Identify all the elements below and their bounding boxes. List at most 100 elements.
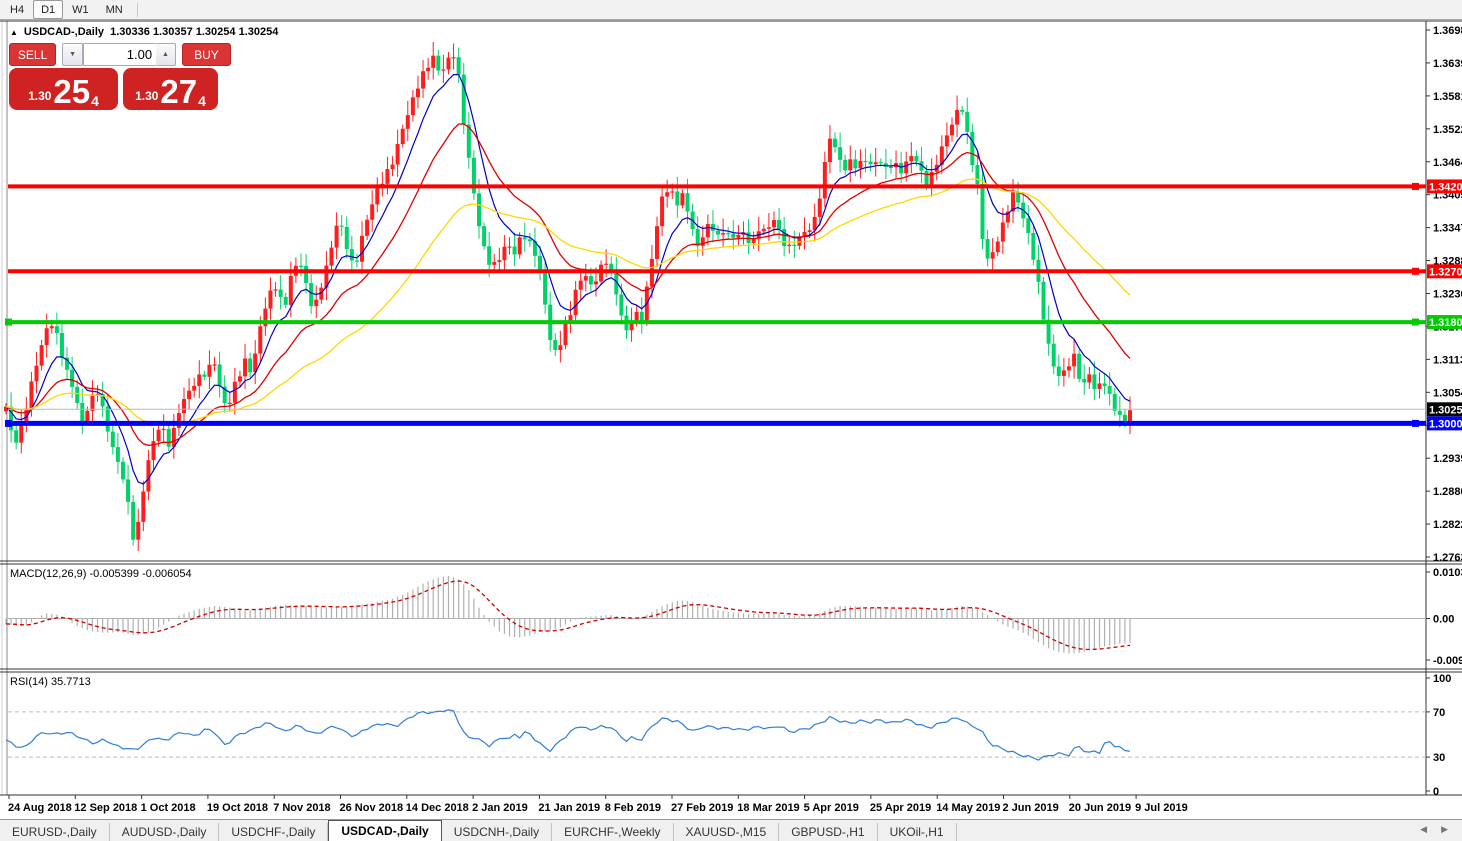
svg-text:0.00: 0.00	[1433, 613, 1454, 625]
chart-title-quotes: 1.30336 1.30357 1.30254 1.30254	[110, 26, 279, 38]
svg-text:0: 0	[1433, 786, 1439, 798]
svg-text:0.010311: 0.010311	[1433, 567, 1462, 579]
svg-text:1.29390: 1.29390	[1433, 453, 1462, 465]
chart-title: ▲ USDCAD-,Daily 1.30336 1.30357 1.30254 1…	[10, 26, 278, 38]
volume-decrease-button[interactable]: ▼	[62, 43, 84, 66]
chart-title-symbol: USDCAD-,Daily	[23, 26, 104, 38]
tab-scroll-left-icon[interactable]: ◀	[1420, 824, 1428, 834]
svg-text:1.36980: 1.36980	[1433, 25, 1462, 37]
svg-text:25 Apr 2019: 25 Apr 2019	[870, 802, 931, 814]
chart-frame	[0, 20, 1462, 841]
svg-text:1.35225: 1.35225	[1433, 124, 1462, 136]
rsi-axis: 100 70 30 0	[1426, 673, 1451, 798]
svg-text:26 Nov 2018: 26 Nov 2018	[340, 802, 404, 814]
collapse-triangle-icon[interactable]: ▲	[10, 28, 18, 37]
svg-text:1.30545: 1.30545	[1433, 387, 1462, 399]
svg-text:30: 30	[1433, 752, 1445, 764]
rsi-pane[interactable]	[5, 709, 1426, 761]
tab-eurusd-daily[interactable]: EURUSD-,Daily	[0, 823, 110, 841]
hline-1.32701[interactable]	[8, 267, 1426, 275]
tab-gbpusd-h1[interactable]: GBPUSD-,H1	[779, 823, 878, 841]
tab-audusd-daily[interactable]: AUDUSD-,Daily	[110, 823, 220, 841]
tab-ukoil-h1[interactable]: UKOil-,H1	[878, 823, 957, 841]
svg-text:7 Nov 2018: 7 Nov 2018	[273, 802, 330, 814]
hline-1.34206[interactable]	[8, 182, 1426, 190]
tab-scroll-right-icon[interactable]: ▶	[1441, 824, 1448, 834]
tab-scroll-arrows: ◀ ▶	[1420, 824, 1448, 835]
tab-xauusd-m15[interactable]: XAUUSD-,M15	[674, 823, 780, 841]
svg-text:70: 70	[1433, 707, 1445, 719]
timeframe-button-w1[interactable]: W1	[72, 3, 89, 16]
rsi-label: RSI(14) 35.7713	[10, 676, 91, 688]
price-badge-1.30254: 1.30254	[1427, 402, 1462, 417]
tab-eurchf-weekly[interactable]: EURCHF-,Weekly	[552, 823, 674, 841]
svg-text:1.27635: 1.27635	[1433, 552, 1462, 564]
price-badge-1.34206: 1.34206	[1427, 179, 1462, 194]
svg-text:1.28805: 1.28805	[1433, 486, 1462, 498]
hline-1.31801[interactable]	[5, 318, 1426, 326]
tab-usdchf-daily[interactable]: USDCHF-,Daily	[219, 823, 329, 841]
svg-text:1.35810: 1.35810	[1433, 91, 1462, 103]
svg-text:21 Jan 2019: 21 Jan 2019	[538, 802, 600, 814]
chart-tab-bar: EURUSD-,Daily AUDUSD-,Daily USDCHF-,Daily U…	[0, 819, 1462, 841]
svg-text:1.28220: 1.28220	[1433, 519, 1462, 531]
hline-1.30004[interactable]	[5, 419, 1426, 427]
buy-price-small: 1.30	[135, 89, 159, 103]
svg-text:1 Oct 2018: 1 Oct 2018	[141, 802, 196, 814]
sell-button[interactable]: SELL	[9, 43, 57, 66]
svg-text:27 Feb 2019: 27 Feb 2019	[671, 802, 733, 814]
svg-text:1.30004: 1.30004	[1429, 418, 1462, 430]
svg-text:12 Sep 2018: 12 Sep 2018	[74, 802, 137, 814]
svg-text:1.34640: 1.34640	[1433, 157, 1462, 169]
svg-text:-0.009203: -0.009203	[1433, 655, 1462, 667]
macd-pane[interactable]	[5, 575, 1426, 654]
svg-text:20 Jun 2019: 20 Jun 2019	[1069, 802, 1131, 814]
svg-text:100: 100	[1433, 673, 1451, 685]
sell-price-small: 1.30	[28, 89, 52, 103]
sell-price-button[interactable]: 1.30 25 4	[9, 68, 118, 110]
svg-text:5 Apr 2019: 5 Apr 2019	[804, 802, 859, 814]
svg-text:1.36395: 1.36395	[1433, 58, 1462, 70]
tab-usdcnh-daily[interactable]: USDCNH-,Daily	[442, 823, 553, 841]
macd-axis: 0.010311 0.00 -0.009203	[1426, 567, 1462, 667]
svg-text:1.32300: 1.32300	[1433, 289, 1462, 301]
toolbar-separator	[136, 2, 138, 17]
timeframe-button-mn[interactable]: MN	[105, 3, 123, 16]
timeframe-button-d1[interactable]: D1	[33, 0, 64, 19]
moving-averages	[5, 73, 1131, 485]
svg-text:14 Dec 2018: 14 Dec 2018	[406, 802, 469, 814]
svg-text:19 Oct 2018: 19 Oct 2018	[207, 802, 268, 814]
date-axis[interactable]: 24 Aug 2018 12 Sep 2018 1 Oct 2018 19 Oct 2…	[8, 795, 1188, 814]
timeframe-button-h4[interactable]: H4	[10, 3, 25, 16]
svg-text:2 Jun 2019: 2 Jun 2019	[1003, 802, 1059, 814]
buy-price-sup: 4	[198, 93, 206, 109]
macd-label: MACD(12,26,9) -0.005399 -0.006054	[10, 568, 192, 580]
timeframe-toolbar: H4 D1 W1 MN	[0, 0, 1462, 20]
volume-input[interactable]	[83, 43, 157, 66]
svg-text:1.34206: 1.34206	[1429, 181, 1462, 193]
tab-usdcad-daily[interactable]: USDCAD-,Daily	[328, 820, 442, 841]
buy-button[interactable]: BUY	[181, 43, 231, 66]
svg-text:14 May 2019: 14 May 2019	[936, 802, 1000, 814]
svg-text:8 Feb 2019: 8 Feb 2019	[605, 802, 661, 814]
svg-text:24 Aug 2018: 24 Aug 2018	[8, 802, 72, 814]
volume-increase-button[interactable]: ▲	[156, 43, 176, 66]
buy-price-big: 27	[160, 73, 198, 110]
svg-text:9 Jul 2019: 9 Jul 2019	[1135, 802, 1188, 814]
svg-text:18 Mar 2019: 18 Mar 2019	[737, 802, 799, 814]
svg-text:1.31130: 1.31130	[1433, 354, 1462, 366]
svg-text:1.30254: 1.30254	[1429, 404, 1462, 416]
buy-price-button[interactable]: 1.30 27 4	[123, 68, 218, 110]
sell-price-big: 25	[53, 73, 91, 110]
svg-text:2 Jan 2019: 2 Jan 2019	[472, 802, 528, 814]
price-badge-1.30004: 1.30004	[1427, 416, 1462, 431]
sell-price-sup: 4	[91, 93, 99, 109]
svg-text:1.33470: 1.33470	[1433, 223, 1462, 235]
